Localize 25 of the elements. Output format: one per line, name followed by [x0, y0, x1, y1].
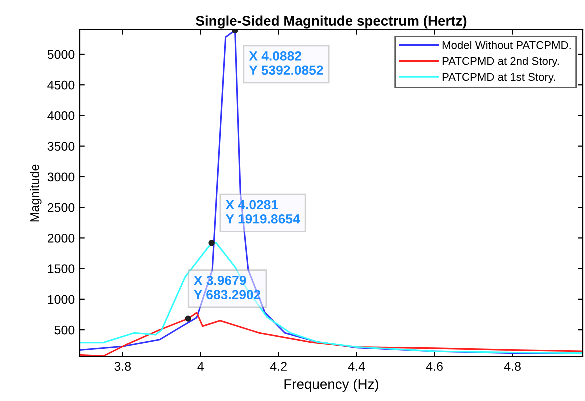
x-tick-label: 4.6	[426, 362, 443, 372]
y-tick-label: 3000	[48, 172, 75, 182]
y-tick-label: 2500	[48, 203, 75, 212]
annotation: X 4.0281 Y 1919.8654	[226, 200, 300, 224]
y-tick-label: 5000	[48, 50, 75, 60]
x-tick-label: 3.8	[114, 362, 132, 372]
x-axis-title: Frequency (Hz)	[284, 379, 378, 392]
legend-label: PATCPMD at 1st Story.	[442, 73, 556, 84]
y-tick-label: 500	[54, 326, 75, 335]
legend-label: PATCPMD at 2nd Story.	[442, 57, 559, 68]
y-tick-label: 2000	[48, 234, 75, 243]
x-tick-label: 4.4	[348, 362, 366, 371]
y-tick-label: 1000	[48, 295, 75, 304]
y-tick-label: 1500	[48, 264, 75, 274]
x-tick-label: 4.2	[270, 362, 287, 371]
annotation: X 4.0882 Y 5392.0852	[249, 52, 324, 76]
x-tick-label: 4.8	[504, 362, 521, 372]
y-tick-label: 4000	[48, 112, 75, 120]
chart-title: Single-Sided Magnitude spectrum (Hertz)	[196, 16, 467, 29]
x-tick-label: 4	[198, 362, 204, 371]
y-tick-label: 4500	[48, 80, 75, 90]
legend-label: Model Without PATCPMD.	[442, 41, 571, 50]
y-tick-label: 3500	[48, 142, 75, 151]
annotation: X 3.9679 Y 683.2902	[194, 276, 261, 300]
y-axis-title: Magnitude	[30, 164, 42, 222]
